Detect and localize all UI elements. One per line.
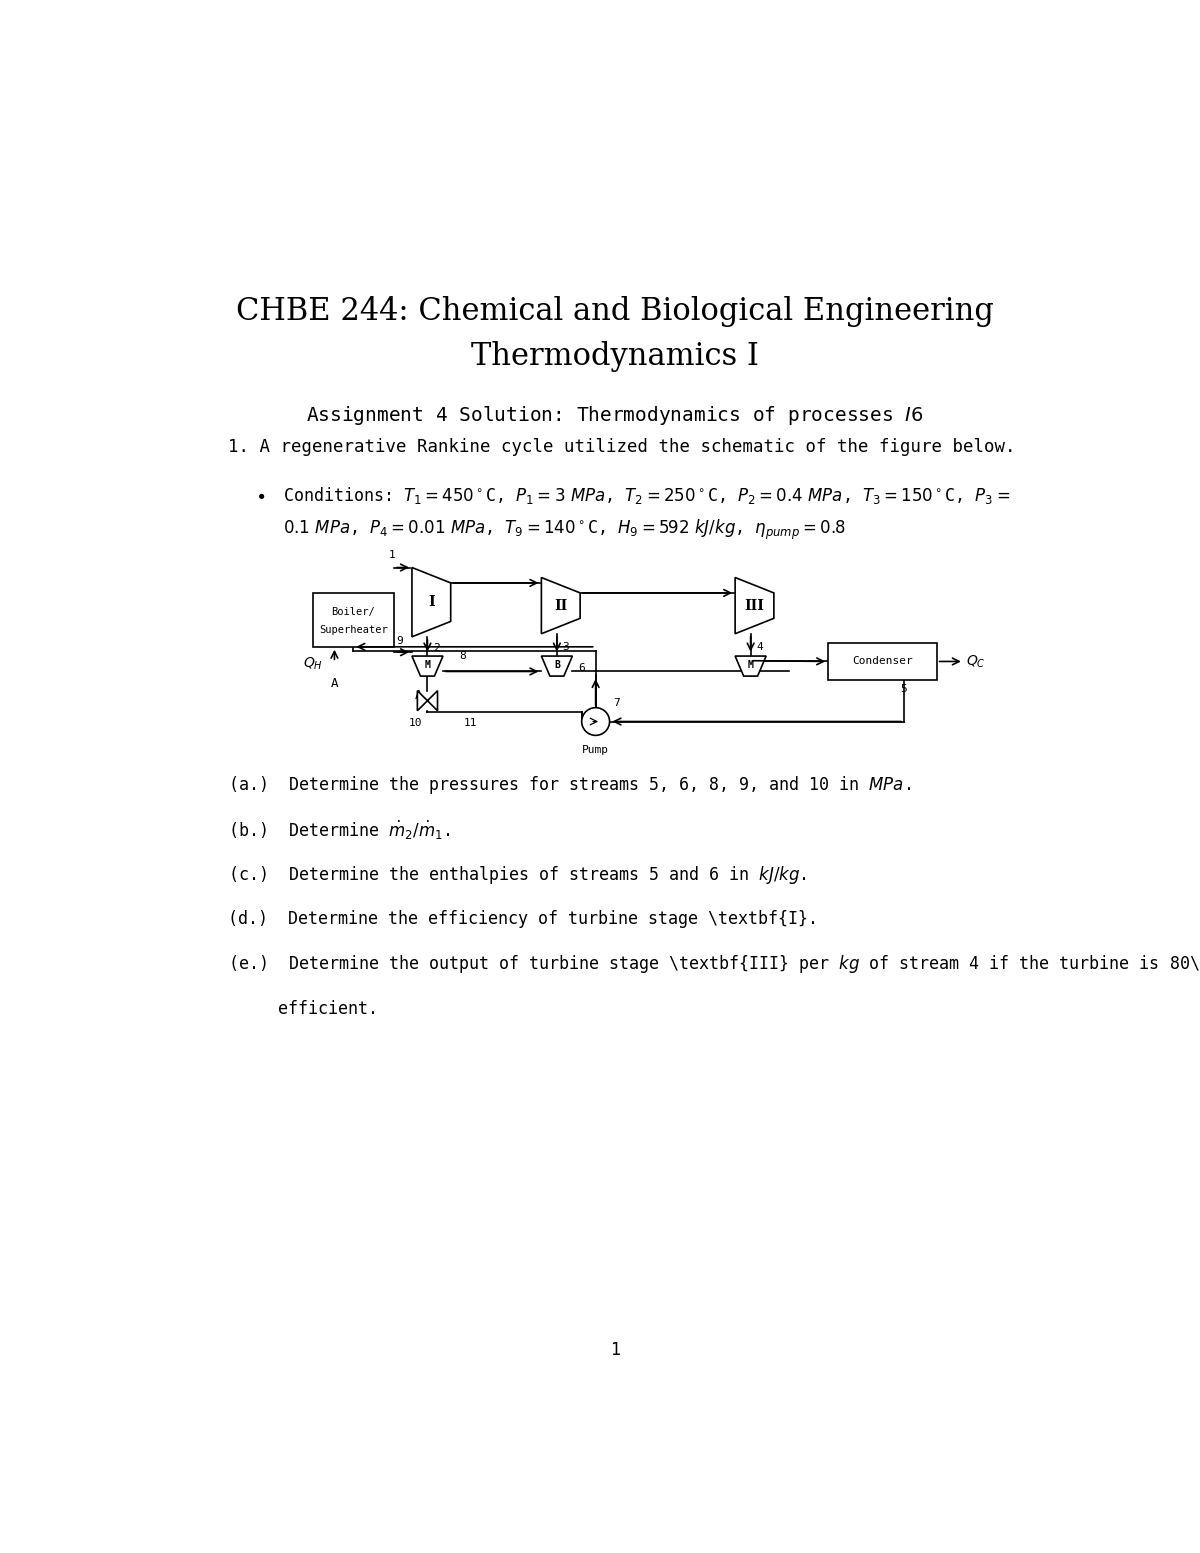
Text: Boiler/: Boiler/ — [331, 607, 376, 617]
Text: II: II — [554, 598, 568, 612]
Text: B: B — [554, 660, 560, 671]
Text: $Q_H$: $Q_H$ — [304, 655, 324, 672]
Text: 4: 4 — [756, 641, 763, 652]
Text: Superheater: Superheater — [319, 624, 388, 635]
Text: (b.)  Determine $\dot{m}_2/\dot{m}_1$.: (b.) Determine $\dot{m}_2/\dot{m}_1$. — [228, 818, 450, 842]
Text: CHBE 244: Chemical and Biological Engineering: CHBE 244: Chemical and Biological Engine… — [236, 297, 994, 328]
Text: $0.1\ MPa$, $P_4 = 0.01\ MPa$, $T_9 = 140^\circ$C, $H_9 = 592\ kJ/kg$, $\eta_{pu: $0.1\ MPa$, $P_4 = 0.01\ MPa$, $T_9 = 14… — [283, 517, 846, 542]
Bar — [828, 643, 937, 680]
Text: Pump: Pump — [582, 744, 610, 755]
Text: 10: 10 — [409, 719, 422, 728]
Text: 11: 11 — [463, 719, 476, 728]
Polygon shape — [736, 578, 774, 634]
Text: 6: 6 — [578, 663, 586, 672]
Text: (e.)  Determine the output of turbine stage \textbf{III} per $kg$ of stream 4 if: (e.) Determine the output of turbine sta… — [228, 954, 1200, 975]
Polygon shape — [736, 655, 766, 676]
Text: A: A — [331, 677, 338, 690]
Text: III: III — [744, 598, 764, 612]
Text: M: M — [425, 660, 431, 671]
Text: (d.)  Determine the efficiency of turbine stage \textbf{I}.: (d.) Determine the efficiency of turbine… — [228, 910, 817, 929]
Text: Assignment 4 Solution: Thermodynamics of processes $\mathit{I6}$: Assignment 4 Solution: Thermodynamics of… — [306, 404, 924, 427]
Text: 9: 9 — [396, 637, 403, 646]
Polygon shape — [412, 655, 443, 676]
Text: Condenser: Condenser — [852, 657, 913, 666]
Text: Conditions: $T_1 = 450^\circ$C, $P_1 = 3\ MPa$, $T_2 = 250^\circ$C, $P_2 = 0.4\ : Conditions: $T_1 = 450^\circ$C, $P_1 = 3… — [283, 485, 1010, 506]
Text: (c.)  Determine the enthalpies of streams 5 and 6 in $kJ/kg$.: (c.) Determine the enthalpies of streams… — [228, 863, 806, 885]
Text: 3: 3 — [563, 641, 569, 652]
Text: 2: 2 — [433, 643, 439, 654]
Bar — [313, 593, 394, 646]
Text: 5: 5 — [901, 683, 907, 694]
Text: 7: 7 — [613, 697, 620, 708]
Text: $\bullet$: $\bullet$ — [254, 486, 265, 505]
Text: I: I — [428, 595, 434, 609]
Polygon shape — [541, 655, 572, 676]
Polygon shape — [541, 578, 580, 634]
Polygon shape — [412, 567, 451, 637]
Text: 8: 8 — [458, 651, 466, 662]
Text: A: A — [414, 690, 422, 702]
Text: 1: 1 — [389, 550, 396, 559]
Polygon shape — [418, 691, 438, 711]
Text: efficient.: efficient. — [278, 1000, 378, 1017]
Text: Thermodynamics I: Thermodynamics I — [472, 342, 758, 373]
Text: M: M — [748, 660, 754, 671]
Text: (a.)  Determine the pressures for streams 5, 6, 8, 9, and 10 in $MPa$.: (a.) Determine the pressures for streams… — [228, 775, 911, 797]
Text: 1. A regenerative Rankine cycle utilized the schematic of the figure below.: 1. A regenerative Rankine cycle utilized… — [228, 438, 1015, 455]
Text: 1: 1 — [610, 1340, 620, 1359]
Circle shape — [582, 708, 610, 736]
Text: $Q_C$: $Q_C$ — [966, 654, 985, 669]
